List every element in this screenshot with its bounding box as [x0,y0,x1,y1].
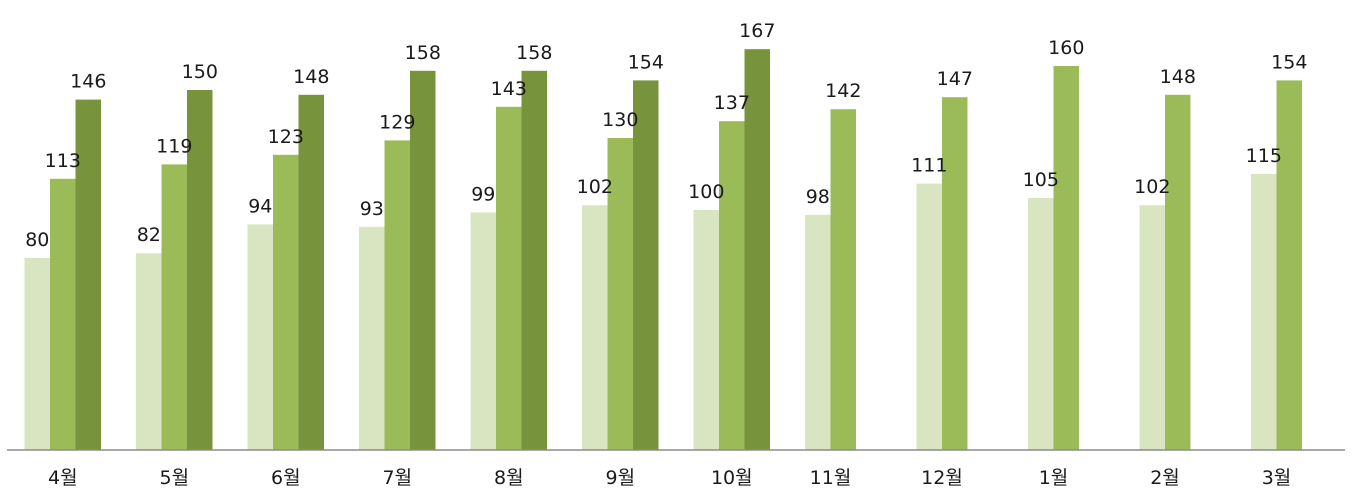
bar-s2-8 [830,109,856,450]
bar-s2-9 [942,97,968,450]
bar-s2-10 [1053,66,1079,450]
bar-s1-7 [693,210,719,450]
bar-s1-9 [916,183,942,450]
bar-s2-1 [50,178,76,451]
bar-s3-3 [298,94,324,451]
bar-s3-2 [187,90,213,450]
bar-s1-3 [247,224,273,450]
x-tick-label-6: 9월 [606,467,636,489]
x-tick-labels-layer: 4월 5월 6월 7월 8월 9월 10월 11월 12월 1월 2월 3월 [48,467,1291,489]
bar-s2-4 [384,140,410,450]
bar-s2-11 [1165,94,1191,451]
x-tick-label-7: 10월 [711,467,753,489]
value-label-s1-4: 93 [360,198,384,220]
value-label-s1-2: 82 [137,224,161,246]
value-label-s2-12: 154 [1271,51,1307,73]
bar-s3-1 [75,99,101,450]
bars-layer [24,49,1302,451]
bar-s1-5 [470,212,496,450]
value-label-s1-7: 100 [688,181,724,203]
x-tick-label-10: 1월 [1039,467,1069,489]
bar-s1-8 [805,214,831,450]
bar-s2-6 [607,138,633,450]
value-label-s1-9: 111 [911,155,947,177]
bar-s3-7 [744,49,770,450]
value-label-s2-3: 123 [268,126,304,148]
value-label-s3-7: 167 [739,20,775,42]
bar-s1-2 [136,253,162,450]
value-label-s1-5: 99 [471,183,495,205]
value-labels-layer: 80 113 146 82 119 150 94 123 148 93 129 158 99 143 158… [25,20,1307,251]
value-label-s1-1: 80 [25,229,49,251]
bar-s2-7 [719,121,745,450]
value-label-s3-3: 148 [293,66,329,88]
x-tick-label-9: 12월 [921,467,963,489]
bar-s1-12 [1251,174,1277,450]
value-label-s2-7: 137 [714,92,750,114]
value-label-s2-4: 129 [379,111,415,133]
value-label-s2-11: 148 [1160,66,1196,88]
x-tick-label-4: 7월 [383,467,413,489]
bar-s1-6 [582,205,608,450]
bar-s3-5 [521,70,547,451]
value-label-s2-2: 119 [156,135,192,157]
bar-s1-11 [1139,205,1165,450]
bar-s2-12 [1276,80,1302,451]
bar-s3-4 [410,70,436,451]
value-label-s1-6: 102 [577,176,613,198]
value-label-s1-11: 102 [1134,176,1170,198]
bar-s2-3 [273,154,299,451]
x-tick-label-1: 4월 [48,467,78,489]
value-label-s3-1: 146 [70,71,106,93]
bar-s2-2 [161,164,187,450]
x-tick-label-5: 8월 [494,467,524,489]
value-label-s2-1: 113 [45,150,81,172]
x-tick-label-12: 3월 [1262,467,1292,489]
bar-s1-4 [359,226,385,450]
value-label-s1-8: 98 [806,186,830,208]
x-tick-label-2: 5월 [160,467,190,489]
x-tick-label-3: 6월 [271,467,301,489]
value-label-s2-8: 142 [825,80,861,102]
bar-s3-6 [633,80,659,451]
value-label-s3-2: 150 [182,61,218,83]
bar-s1-1 [24,258,50,450]
value-label-s2-10: 160 [1048,37,1084,59]
bar-s2-5 [496,106,522,451]
value-label-s2-5: 143 [491,78,527,100]
value-label-s3-4: 158 [405,42,441,64]
x-tick-label-11: 2월 [1150,467,1180,489]
value-label-s2-9: 147 [937,68,973,90]
value-label-s3-6: 154 [628,51,664,73]
bar-s1-10 [1028,198,1054,450]
value-label-s1-12: 115 [1246,145,1282,167]
value-label-s2-6: 130 [602,109,638,131]
value-label-s3-5: 158 [516,42,552,64]
value-label-s1-3: 94 [248,195,272,217]
value-label-s1-10: 105 [1023,169,1059,191]
x-tick-label-8: 11월 [810,467,852,489]
